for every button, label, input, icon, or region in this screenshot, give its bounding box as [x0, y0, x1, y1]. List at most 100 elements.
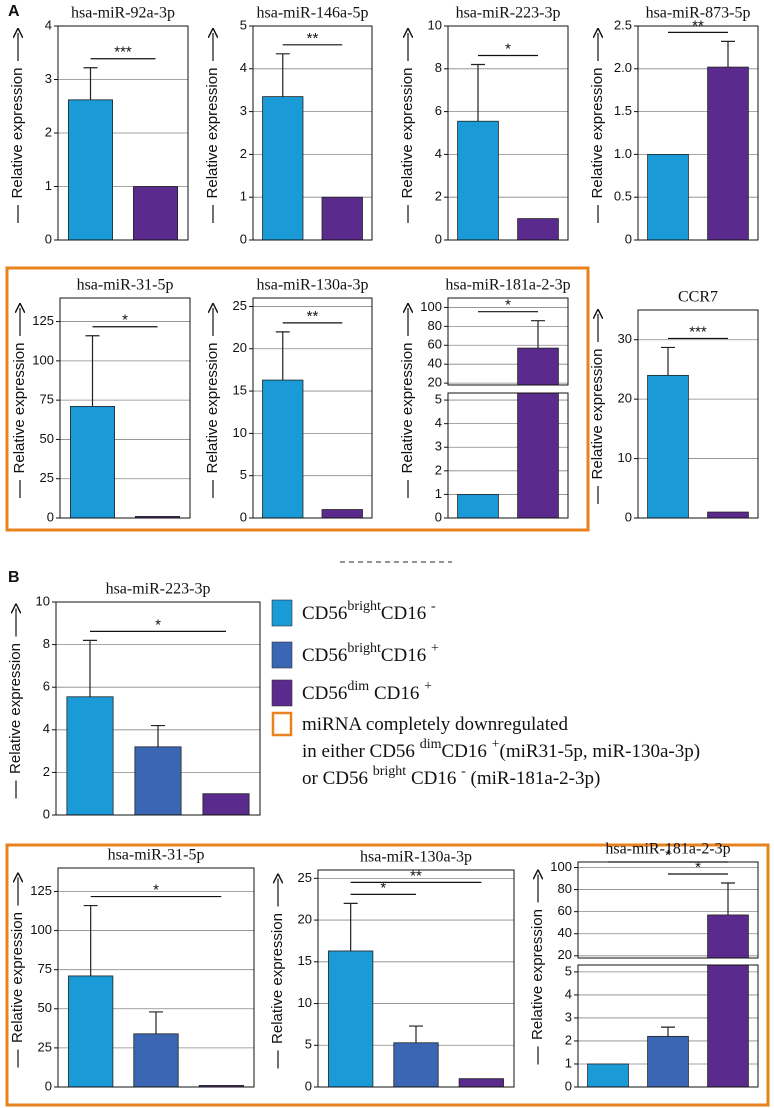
y-axis-label: Relative expression — [204, 343, 221, 474]
y-tick-label: 10 — [36, 593, 50, 608]
chart-title: hsa-miR-130a-3p — [360, 849, 472, 866]
plot-frame — [637, 25, 759, 241]
y-axis-label: Relative expression — [9, 68, 26, 199]
y-tick-label: 20 — [298, 912, 312, 927]
y-tick-label: 15 — [233, 383, 247, 398]
text-part: CD16 — [406, 768, 461, 789]
bar — [647, 153, 689, 241]
y-tick-label: 5 — [305, 1037, 312, 1052]
error-bar — [85, 335, 100, 407]
y-tick-label: 10 — [298, 995, 312, 1010]
y-tick-label: 25 — [38, 1039, 52, 1054]
y-tick-label: 0 — [625, 231, 632, 246]
bar — [707, 914, 749, 1088]
bar — [132, 186, 178, 241]
y-tick-label: 50 — [38, 1000, 52, 1015]
error-bar — [721, 40, 735, 68]
y-tick-label: 50 — [40, 431, 54, 446]
legend-text: miRNA completely downregulated — [302, 714, 568, 735]
error-bar — [83, 67, 98, 100]
plot-frame — [55, 601, 261, 816]
y-tick-label: 0 — [45, 1078, 52, 1093]
y-axis-label: Relative expression — [204, 68, 221, 199]
text-part: - — [431, 599, 436, 614]
y-tick-label: 5 — [240, 17, 247, 32]
y-tick-label: 100 — [32, 352, 54, 367]
bar — [202, 793, 250, 816]
bar — [707, 511, 749, 519]
text-part: bright — [347, 641, 381, 656]
significance-label: * — [695, 859, 701, 876]
significance-label: ** — [307, 308, 319, 325]
error-bar — [151, 724, 165, 747]
panel-label: B — [8, 569, 20, 586]
bar — [517, 218, 559, 241]
bar — [68, 975, 114, 1088]
bar — [458, 1078, 504, 1088]
y-tick-label: 20 — [558, 947, 572, 962]
text-part: - — [461, 764, 466, 779]
y-tick-label: 8 — [435, 60, 442, 75]
text-part: CD16 — [381, 603, 431, 624]
y-tick-label: 0 — [565, 1078, 572, 1093]
y-tick-label: 3 — [435, 439, 442, 454]
highlight-box — [5, 843, 770, 1107]
y-tick-label: 40 — [558, 925, 572, 940]
axis-break — [442, 385, 574, 393]
error-bar — [83, 639, 97, 697]
y-tick-label: 2 — [565, 1032, 572, 1047]
panel-label: A — [8, 3, 20, 20]
chart-title: hsa-miR-146a-5p — [257, 5, 369, 22]
y-tick-label: 10 — [233, 425, 247, 440]
chart-title: CCR7 — [678, 289, 718, 306]
significance-label: * — [153, 882, 159, 899]
significance-label: *** — [689, 323, 707, 340]
y-tick-label: 3 — [240, 103, 247, 118]
bar — [133, 1033, 179, 1088]
chart-title: hsa-miR-92a-3p — [71, 5, 175, 22]
y-tick-label: 0.5 — [614, 189, 632, 204]
bar — [68, 99, 114, 241]
bar — [134, 746, 182, 816]
y-tick-label: 2 — [435, 462, 442, 477]
plot-frame — [637, 309, 759, 519]
text-part: + — [492, 737, 500, 752]
y-tick-label: 6 — [435, 103, 442, 118]
legend-text: or CD56 bright CD16 - (miR-181a-2-3p) — [302, 764, 600, 789]
bar — [321, 196, 363, 241]
y-tick-label: 4 — [240, 60, 247, 75]
legend-swatch — [271, 679, 293, 707]
y-tick-label: 100 — [550, 859, 572, 874]
text-part: CD56 — [302, 645, 347, 666]
bar — [70, 406, 116, 519]
text-part: CD16 — [369, 683, 424, 704]
text-part: bright — [347, 599, 381, 614]
y-tick-label: 10 — [618, 450, 632, 465]
y-tick-label: 3 — [45, 71, 52, 86]
y-tick-label: 30 — [618, 331, 632, 346]
y-tick-label: 0 — [240, 231, 247, 246]
bar — [393, 1042, 439, 1088]
y-axis-label: Relative expression — [269, 913, 286, 1044]
y-tick-label: 25 — [298, 870, 312, 885]
legend-swatch — [271, 711, 293, 737]
plot-frame — [447, 392, 569, 519]
axis-break — [572, 958, 764, 965]
y-tick-label: 80 — [428, 318, 442, 333]
text-part: dim — [347, 679, 369, 694]
y-tick-label: 1 — [435, 486, 442, 501]
y-tick-label: 0 — [45, 231, 52, 246]
error-bar — [275, 53, 290, 97]
y-tick-label: 20 — [618, 391, 632, 406]
y-tick-label: 8 — [43, 636, 50, 651]
y-tick-label: 2 — [45, 124, 52, 139]
text-part: (miR31-5p, miR-130a-3p) — [500, 741, 701, 762]
y-tick-label: 100 — [420, 299, 442, 314]
y-tick-label: 0 — [43, 806, 50, 821]
y-tick-label: 1.5 — [614, 103, 632, 118]
error-bar — [471, 63, 485, 122]
text-part: dim — [420, 737, 442, 752]
y-tick-label: 0 — [435, 231, 442, 246]
y-tick-label: 1 — [565, 1055, 572, 1070]
text-part: + — [424, 679, 432, 694]
